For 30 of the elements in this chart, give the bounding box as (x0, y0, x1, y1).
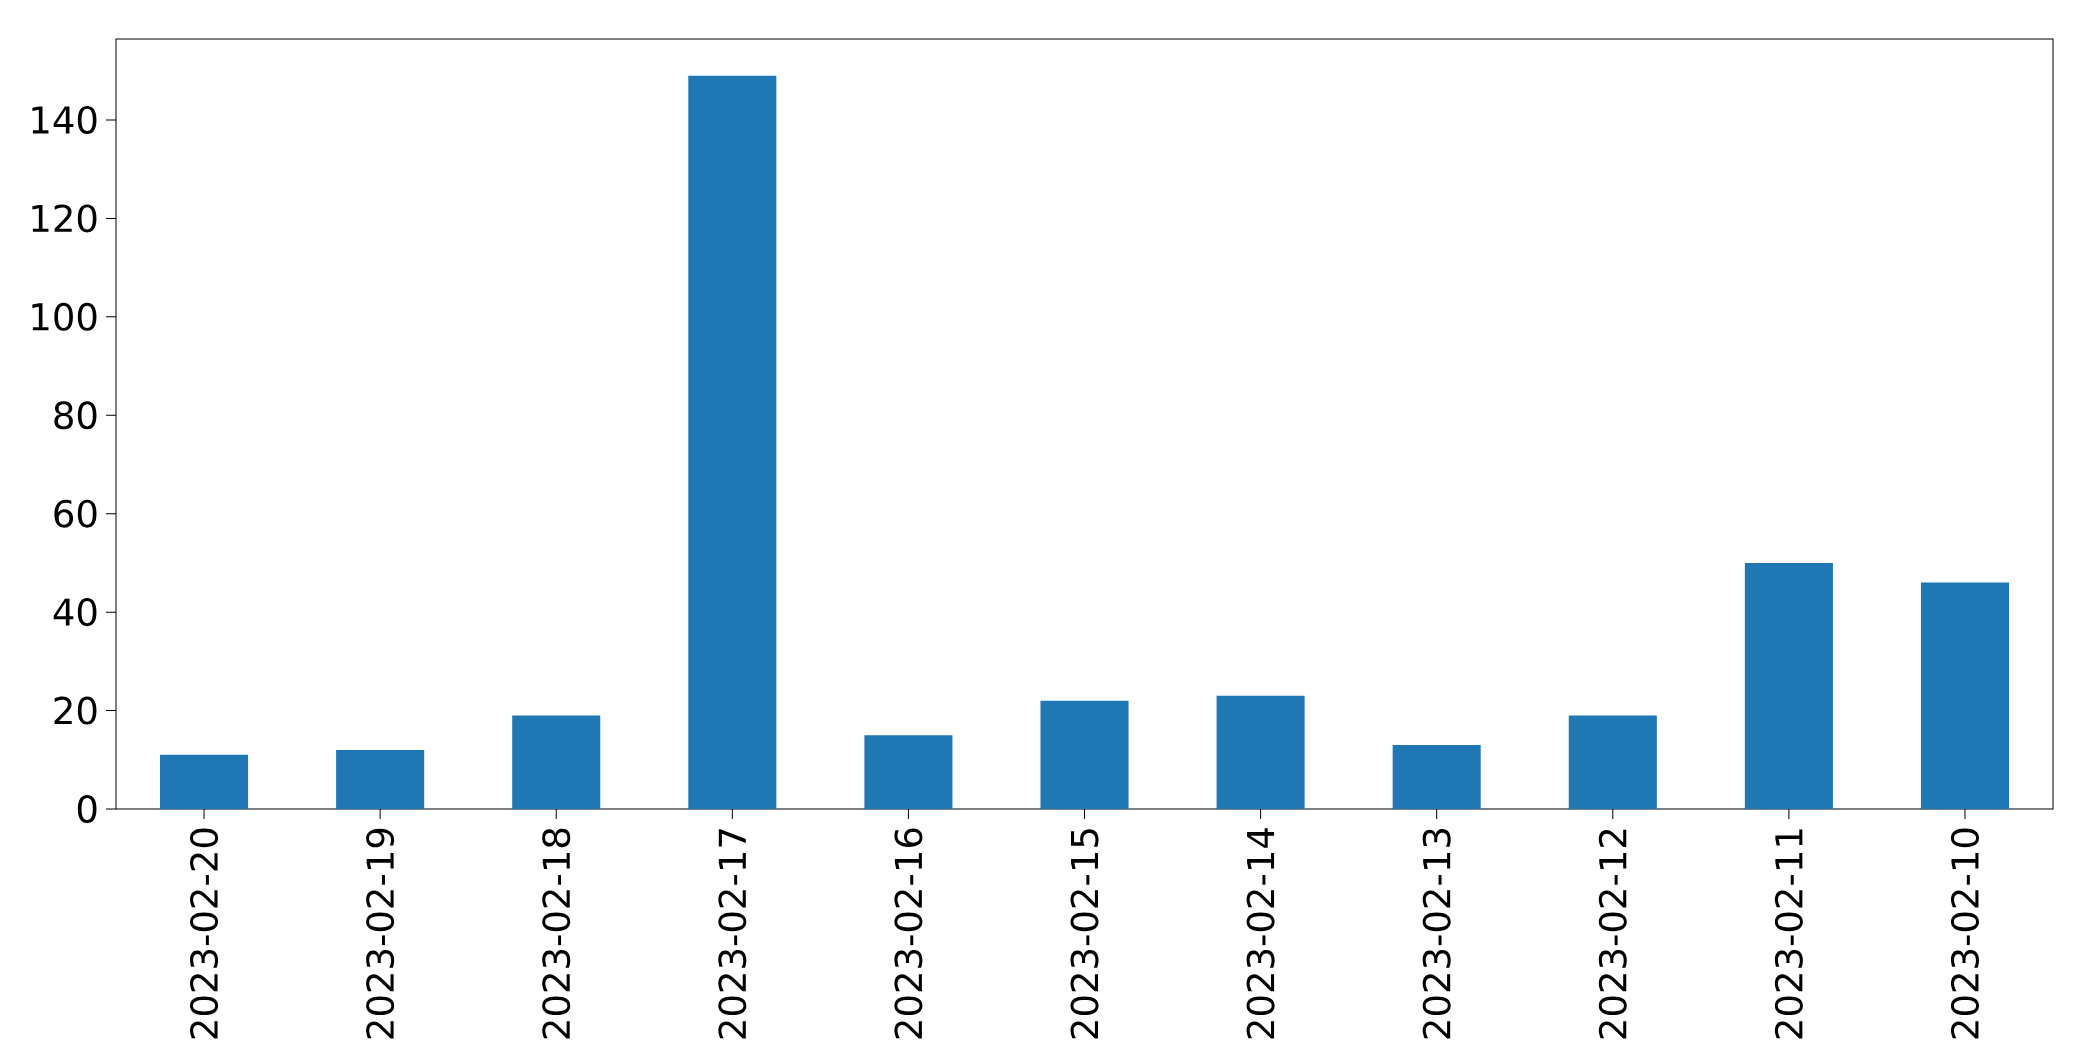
x-tick-label: 2023-02-16 (894, 828, 923, 1039)
bar (1040, 700, 1129, 809)
x-tick-label: 2023-02-19 (366, 828, 395, 1039)
bar (1568, 715, 1657, 809)
y-tick-label: 120 (32, 204, 97, 233)
bar (512, 715, 601, 809)
y-tick-label: 100 (32, 302, 97, 331)
x-tick-label: 2023-02-20 (190, 828, 219, 1039)
x-tick-label: 2023-02-12 (1598, 829, 1627, 1039)
bar (160, 754, 249, 809)
bar (1216, 695, 1305, 809)
x-tick-label: 2023-02-17 (718, 829, 747, 1039)
x-tick-label: 2023-02-11 (1774, 829, 1803, 1039)
y-tick-label: 20 (54, 696, 97, 725)
y-tick-label: 60 (54, 499, 97, 528)
bar (1744, 562, 1833, 809)
bar (1920, 582, 2009, 809)
y-tick-label: 80 (54, 401, 97, 430)
bar (864, 735, 953, 809)
y-tick-label: 140 (32, 105, 97, 134)
bar (336, 749, 425, 809)
bar (1392, 745, 1481, 809)
bar (688, 75, 777, 809)
x-tick-label: 2023-02-13 (1422, 829, 1451, 1039)
x-tick-label: 2023-02-14 (1246, 828, 1275, 1039)
y-tick-label: 0 (77, 794, 97, 823)
y-tick-label: 40 (53, 598, 97, 627)
x-tick-label: 2023-02-18 (542, 828, 571, 1039)
x-tick-label: 2023-02-15 (1070, 829, 1099, 1039)
x-tick-label: 2023-02-10 (1950, 828, 1979, 1039)
